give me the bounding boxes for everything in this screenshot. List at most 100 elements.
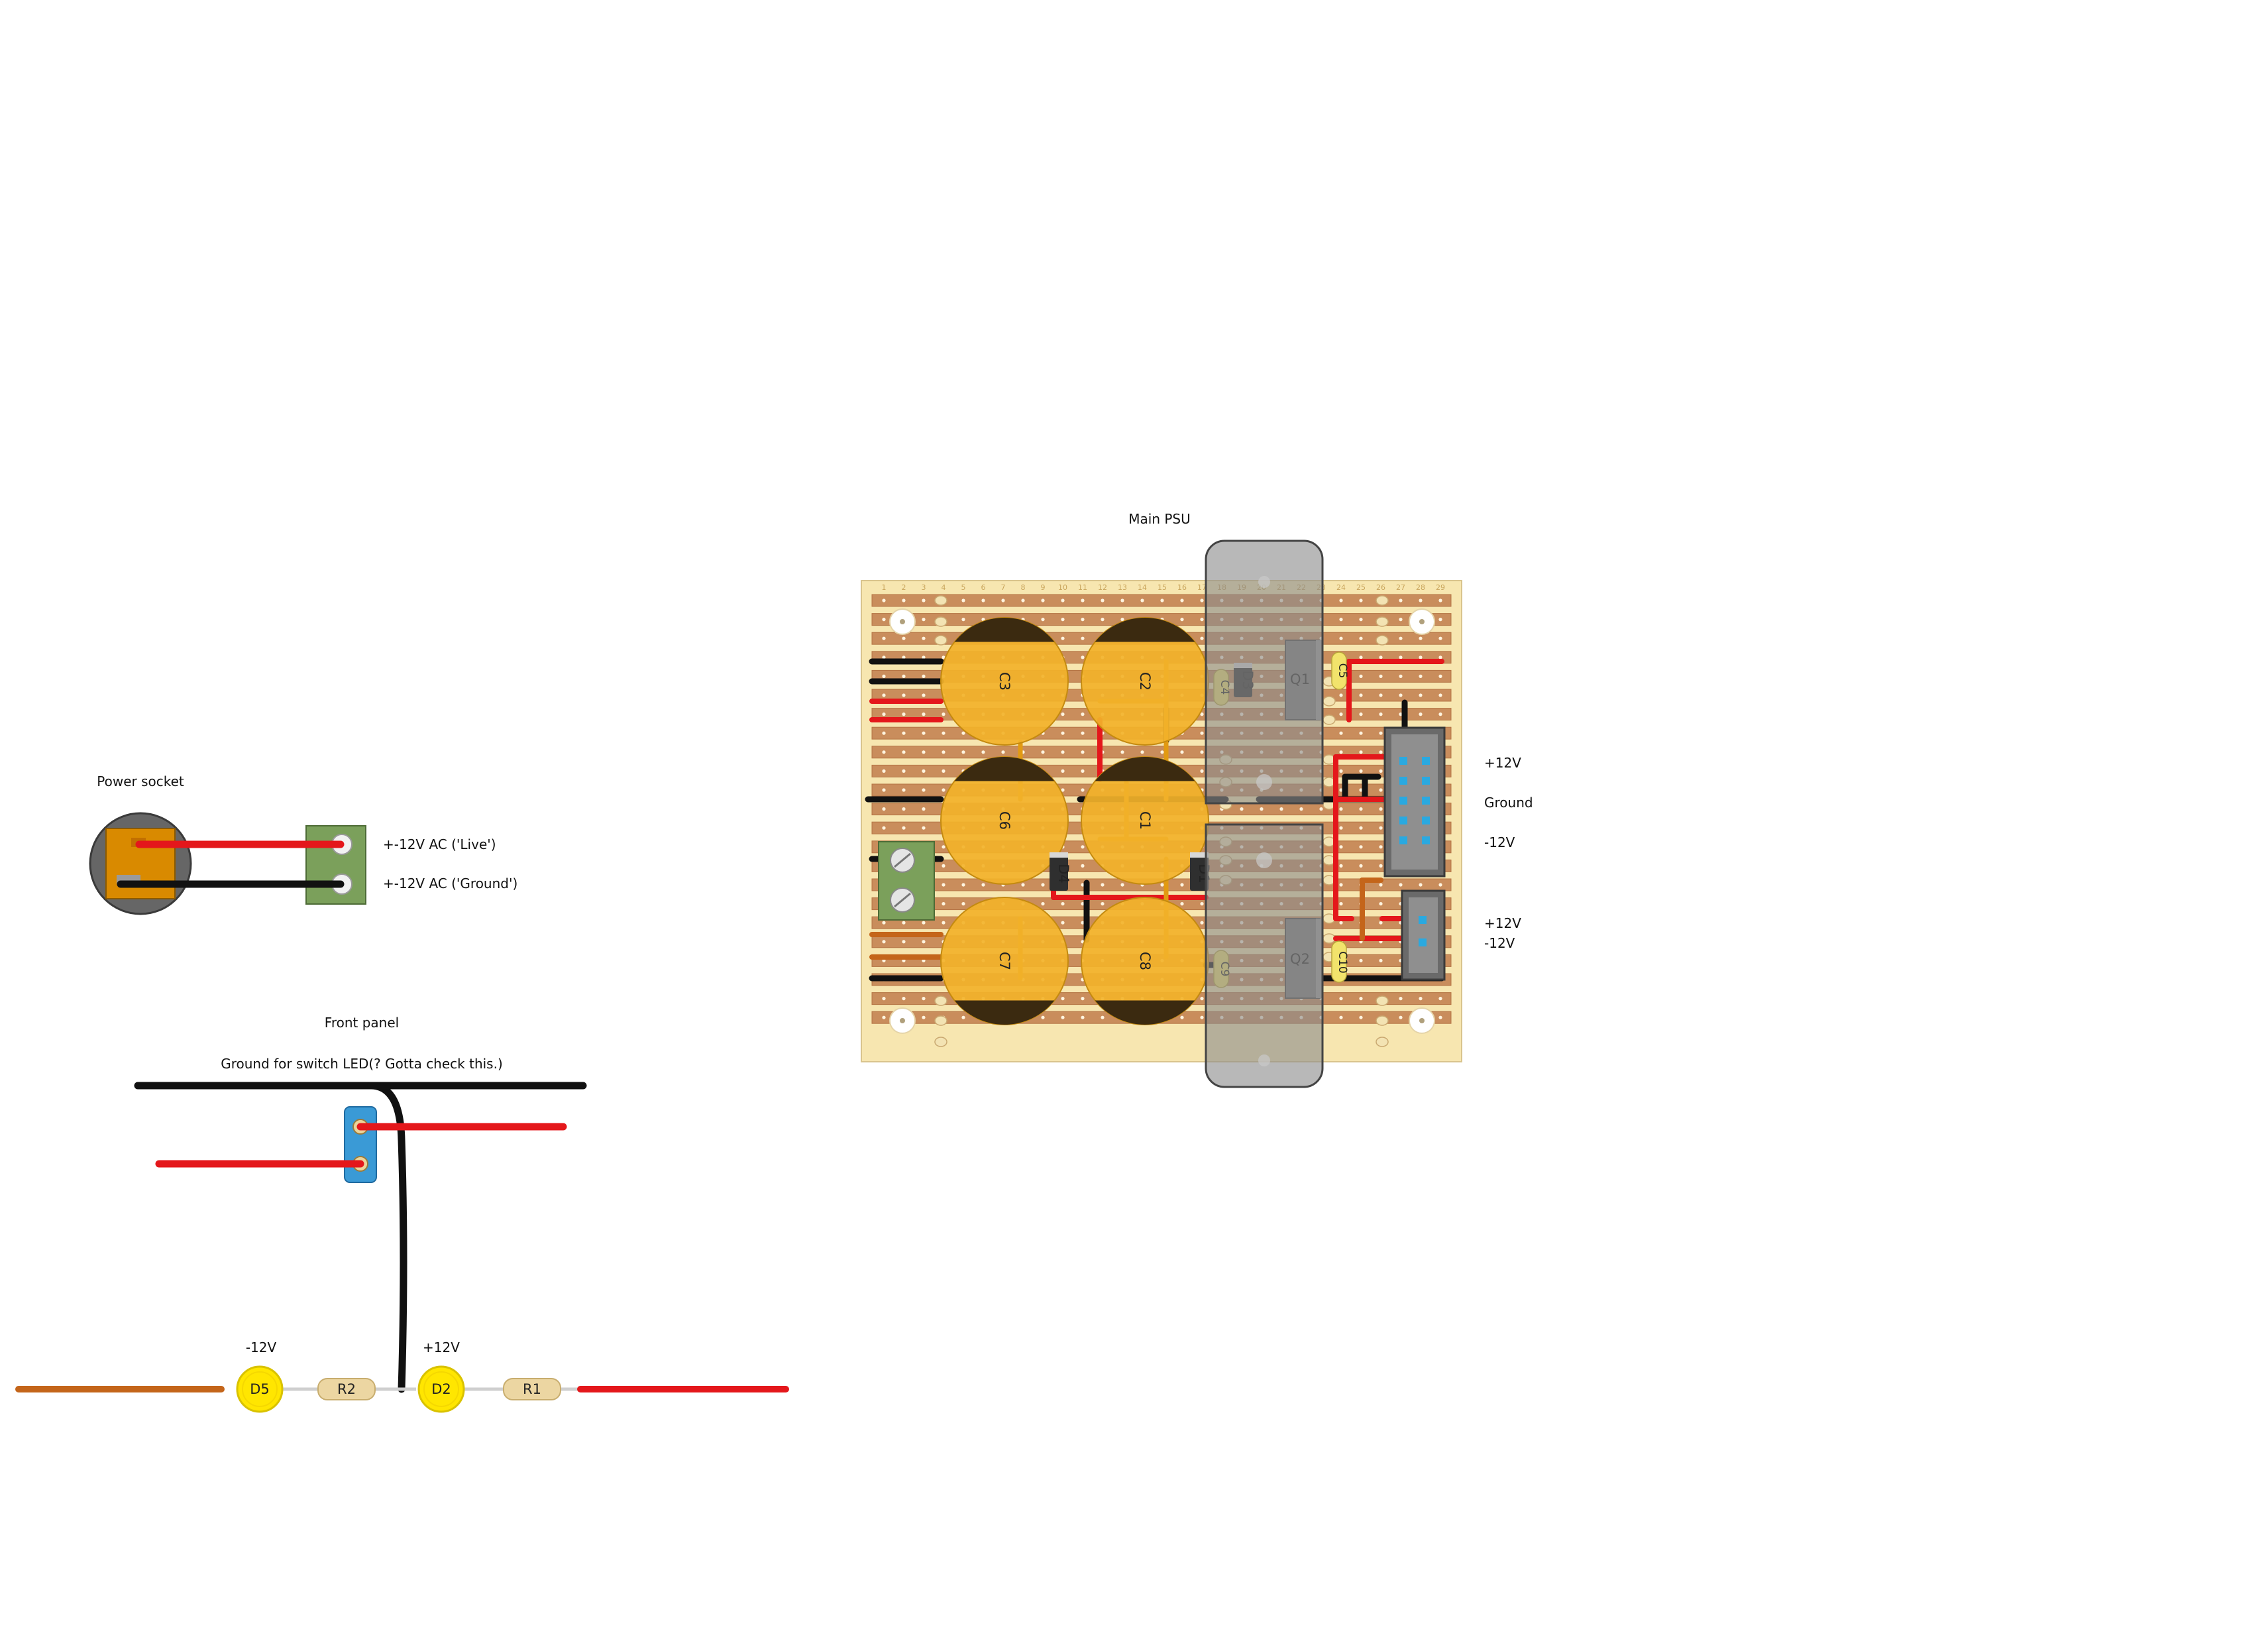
strip-hole [1399, 693, 1403, 697]
column-number: 14 [1138, 583, 1147, 592]
strip-hole [1160, 598, 1164, 602]
strip-hole [1419, 693, 1423, 697]
strip-hole [1200, 997, 1204, 1001]
column-number: 24 [1336, 583, 1346, 592]
strip-hole [1081, 750, 1085, 754]
capacitor-C2: C2 [1081, 617, 1209, 746]
column-number: 3 [922, 583, 926, 592]
strip-hole [922, 1015, 926, 1019]
strip-hole [1260, 807, 1264, 811]
strip-hole [961, 618, 965, 622]
strip-hole [1379, 807, 1383, 811]
capacitor-C7: C7 [940, 897, 1069, 1025]
strip-hole [1359, 693, 1363, 697]
strip-hole [1200, 618, 1204, 622]
header-label-minus12v: -12V [1484, 834, 1515, 850]
strip-hole [1081, 712, 1085, 716]
strip-hole [1339, 883, 1343, 887]
terminal-label-live: +-12V AC ('Live') [383, 836, 496, 852]
column-number: 5 [961, 583, 966, 592]
strip-hole [1379, 655, 1383, 659]
resistor-R2: R2 [317, 1378, 376, 1400]
power-switch [344, 1106, 377, 1183]
strip-hole [1041, 750, 1045, 754]
strip-hole [902, 921, 906, 925]
strip-hole [1419, 883, 1423, 887]
label-C1: C1 [1137, 811, 1153, 830]
strip-hole [1359, 769, 1363, 773]
header-pin [1399, 777, 1407, 785]
strip-hole [922, 674, 926, 679]
strip-hole [1359, 788, 1363, 792]
strip-hole [1419, 997, 1423, 1001]
strip-hole [902, 769, 906, 773]
strip-hole [1399, 655, 1403, 659]
strip-hole [1081, 845, 1085, 849]
strip-hole [1419, 712, 1423, 716]
strip-hole [1339, 618, 1343, 622]
strip-hole [1359, 712, 1363, 716]
strip-hole [882, 807, 886, 811]
strip-hole [1359, 731, 1363, 735]
strip-hole [1438, 1015, 1442, 1019]
strip-hole [1379, 826, 1383, 830]
column-number: 28 [1416, 583, 1425, 592]
strip-hole [1140, 598, 1144, 602]
column-number: 2 [902, 583, 906, 592]
strip-hole [1339, 1015, 1343, 1019]
strip-hole [1200, 731, 1204, 735]
strip-hole [902, 997, 906, 1001]
column-number: 29 [1436, 583, 1445, 592]
strip-hole [1120, 883, 1124, 887]
strip-hole [1101, 1015, 1105, 1019]
strip-hole [942, 788, 945, 792]
capacitor-C10: C10 [1331, 940, 1349, 983]
header-2pin [1401, 889, 1446, 981]
front-ground-drop-wire [367, 1082, 407, 1393]
strip-hole [1359, 750, 1363, 754]
mounting-hole-center [1419, 619, 1425, 624]
strip-hole [902, 731, 906, 735]
strip-hole [1200, 1015, 1204, 1019]
strip-hole [1061, 731, 1065, 735]
strip-hole [1419, 655, 1423, 659]
strip-hole [882, 997, 886, 1001]
label-C8: C8 [1137, 952, 1153, 970]
strip-hole [1359, 598, 1363, 602]
strip-hole [1061, 750, 1065, 754]
strip-hole [1180, 1015, 1184, 1019]
strip-hole [1359, 826, 1363, 830]
strip-hole [1379, 693, 1383, 697]
strip-hole [1041, 618, 1045, 622]
strip-hole [1438, 598, 1442, 602]
strip-hole [1061, 712, 1065, 716]
strip-hole [922, 636, 926, 640]
ground-note: Ground for switch LED(? Gotta check this… [221, 1056, 503, 1072]
front-label-plus12v: +12V [423, 1339, 460, 1355]
strip-hole [1061, 598, 1065, 602]
strip-hole [1041, 598, 1045, 602]
capacitors: C3 C2 C6 C1 C7 C8 [940, 617, 1209, 1025]
strip-hole [961, 883, 965, 887]
strip-hole [1379, 902, 1383, 906]
strip-hole [1438, 674, 1442, 679]
strip-hole [1339, 864, 1343, 868]
strip-hole [1419, 674, 1423, 679]
strip-hole [882, 731, 886, 735]
strip-hole [1379, 674, 1383, 679]
strip-hole [1279, 807, 1283, 811]
strip-hole [882, 958, 886, 962]
header2-label-plus12v: +12V [1484, 915, 1521, 931]
strip-hole [1359, 864, 1363, 868]
column-number: 26 [1376, 583, 1385, 592]
strip-hole [882, 598, 886, 602]
strip-hole [1339, 807, 1343, 811]
column-number: 25 [1356, 583, 1366, 592]
strip-hole [1419, 636, 1423, 640]
strip-hole [1061, 618, 1065, 622]
strip-hole [1399, 636, 1403, 640]
strip-hole [1200, 769, 1204, 773]
strip-hole [902, 788, 906, 792]
column-number: 12 [1098, 583, 1107, 592]
strip-hole [1339, 788, 1343, 792]
